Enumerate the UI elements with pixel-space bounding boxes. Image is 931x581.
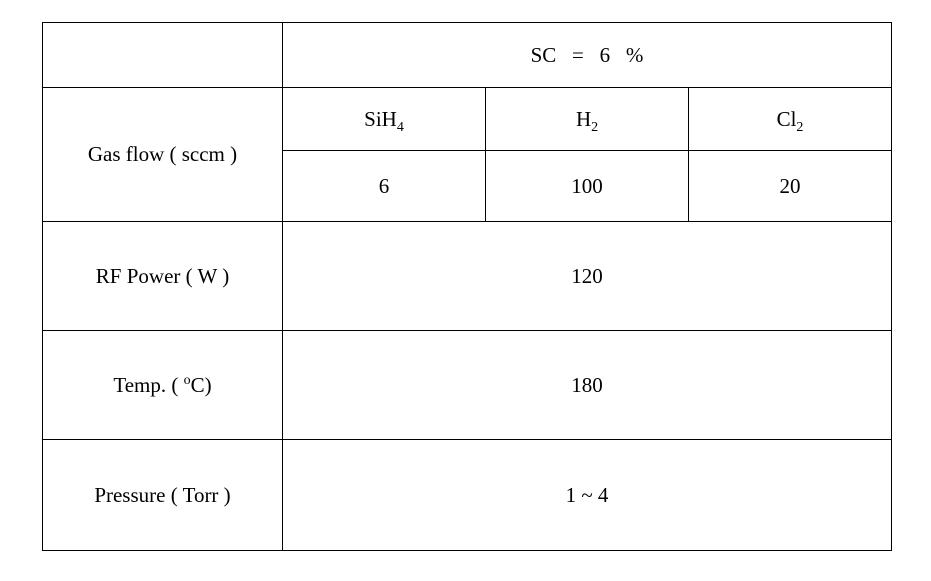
gasflow-sih4-sub: 4 (397, 120, 404, 135)
gasflow-cl2-sub: 2 (796, 120, 803, 135)
gasflow-label: Gas flow ( sccm ) (43, 88, 283, 222)
parameters-table: SC = 6 % Gas flow ( sccm ) SiH4 H2 Cl2 6… (42, 22, 892, 551)
temp-label-prefix: Temp. ( (113, 373, 183, 397)
header-title-unit: % (626, 43, 644, 67)
pressure-value: 1 ~ 4 (283, 440, 892, 551)
gasflow-cl2-name: Cl (777, 107, 797, 131)
temp-label-suffix: C) (191, 373, 212, 397)
temp-label-degree: o (184, 373, 191, 388)
gasflow-val-cl2: 20 (689, 151, 892, 222)
temp-value: 180 (283, 331, 892, 440)
header-title-value: 6 (600, 43, 611, 67)
rfpower-value: 120 (283, 222, 892, 331)
gasflow-col-cl2: Cl2 (689, 88, 892, 151)
gasflow-h2-sub: 2 (591, 120, 598, 135)
gasflow-val-sih4: 6 (283, 151, 486, 222)
pressure-label: Pressure ( Torr ) (43, 440, 283, 551)
header-title-eq: = (572, 43, 584, 67)
header-title-cell: SC = 6 % (283, 23, 892, 88)
temp-label: Temp. ( oC) (43, 331, 283, 440)
rfpower-label: RF Power ( W ) (43, 222, 283, 331)
gasflow-sih4-name: SiH (364, 107, 397, 131)
gasflow-col-h2: H2 (486, 88, 689, 151)
header-blank-cell (43, 23, 283, 88)
gasflow-h2-name: H (576, 107, 591, 131)
header-title-prefix: SC (531, 43, 557, 67)
gasflow-val-h2: 100 (486, 151, 689, 222)
gasflow-col-sih4: SiH4 (283, 88, 486, 151)
